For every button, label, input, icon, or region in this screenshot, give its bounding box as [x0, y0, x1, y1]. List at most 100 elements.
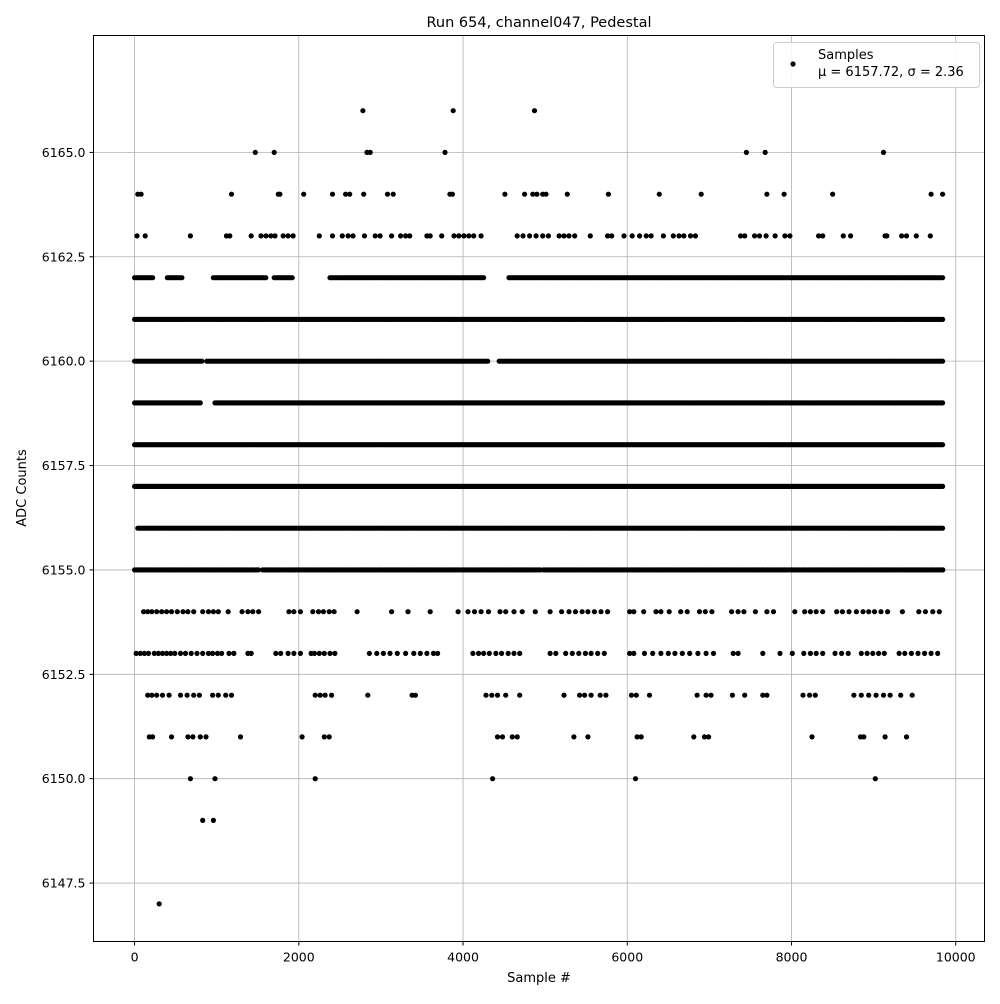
- data-point: [789, 650, 795, 657]
- data-point: [694, 692, 700, 698]
- data-point: [563, 650, 569, 657]
- data-point: [756, 233, 763, 239]
- data-point: [327, 650, 333, 657]
- data-point: [466, 233, 472, 239]
- data-point: [451, 233, 457, 239]
- data-point: [703, 650, 709, 657]
- data-point: [579, 609, 585, 615]
- data-point: [180, 609, 186, 615]
- data-point: [227, 233, 233, 239]
- data-point: [605, 191, 612, 197]
- data-point: [210, 817, 216, 824]
- data-point: [339, 233, 345, 239]
- data-point: [228, 692, 235, 698]
- data-point: [154, 692, 160, 698]
- data-point: [191, 609, 197, 615]
- data-point: [412, 692, 418, 698]
- data-point: [887, 692, 893, 698]
- data-point: [499, 734, 506, 740]
- data-point: [203, 734, 209, 740]
- data-point: [291, 609, 297, 615]
- data-point: [940, 400, 946, 406]
- data-point: [696, 609, 703, 615]
- data-point: [321, 650, 327, 657]
- data-points: [132, 108, 946, 907]
- data-point: [489, 692, 495, 698]
- data-point: [219, 650, 225, 657]
- data-point: [928, 191, 934, 197]
- data-point: [424, 650, 430, 657]
- legend-marker-dot: [790, 61, 796, 67]
- data-point: [215, 692, 221, 698]
- data-point: [322, 692, 328, 698]
- data-point: [752, 233, 758, 239]
- plot-frame: [93, 35, 985, 942]
- data-point: [703, 692, 709, 698]
- data-point: [156, 901, 162, 907]
- y-tick-label: 6165.0: [42, 145, 86, 160]
- data-point: [255, 567, 261, 573]
- data-point: [813, 609, 819, 615]
- data-point: [598, 609, 604, 615]
- data-point: [514, 734, 520, 740]
- data-point: [860, 609, 866, 615]
- data-point: [407, 233, 413, 239]
- data-point: [762, 149, 768, 155]
- data-point: [676, 233, 682, 239]
- data-point: [553, 650, 559, 657]
- data-point: [455, 609, 461, 615]
- data-point: [802, 609, 808, 615]
- data-point: [172, 650, 178, 657]
- data-point: [503, 609, 509, 615]
- data-point: [280, 233, 286, 239]
- data-point: [215, 609, 221, 615]
- data-point: [940, 483, 946, 489]
- data-point: [182, 650, 189, 657]
- data-point: [909, 692, 915, 698]
- data-point: [582, 692, 588, 698]
- data-point: [770, 609, 777, 615]
- data-point: [545, 233, 552, 239]
- data-point: [764, 191, 770, 197]
- data-point: [297, 650, 303, 657]
- data-point: [665, 650, 671, 657]
- data-point: [760, 692, 766, 698]
- data-point: [566, 609, 572, 615]
- data-point: [277, 191, 283, 197]
- data-point: [940, 567, 946, 573]
- data-point: [845, 650, 851, 657]
- data-point: [641, 650, 648, 657]
- data-point: [650, 650, 656, 657]
- data-point: [587, 233, 593, 239]
- data-point: [603, 692, 609, 698]
- data-point: [134, 233, 140, 239]
- data-point: [820, 609, 826, 615]
- data-point: [684, 609, 690, 615]
- data-point: [735, 650, 741, 657]
- data-point: [532, 609, 538, 615]
- data-point: [390, 191, 396, 197]
- data-point: [878, 609, 884, 615]
- data-point: [403, 233, 409, 239]
- data-point: [380, 650, 386, 657]
- data-point: [572, 609, 579, 615]
- data-point: [196, 692, 202, 698]
- data-point: [289, 275, 295, 281]
- data-point: [820, 233, 826, 239]
- data-point: [290, 233, 296, 239]
- data-point: [321, 734, 327, 740]
- data-point: [807, 692, 813, 698]
- data-point: [916, 609, 922, 615]
- data-point: [800, 692, 806, 698]
- data-point: [225, 609, 231, 615]
- data-point: [164, 650, 170, 657]
- data-point: [263, 275, 269, 281]
- data-point: [478, 233, 484, 239]
- data-point: [145, 650, 152, 657]
- data-point: [930, 609, 936, 615]
- data-point: [629, 233, 635, 239]
- data-point: [648, 233, 654, 239]
- data-point: [884, 233, 890, 239]
- data-point: [627, 650, 633, 657]
- data-point: [922, 650, 928, 657]
